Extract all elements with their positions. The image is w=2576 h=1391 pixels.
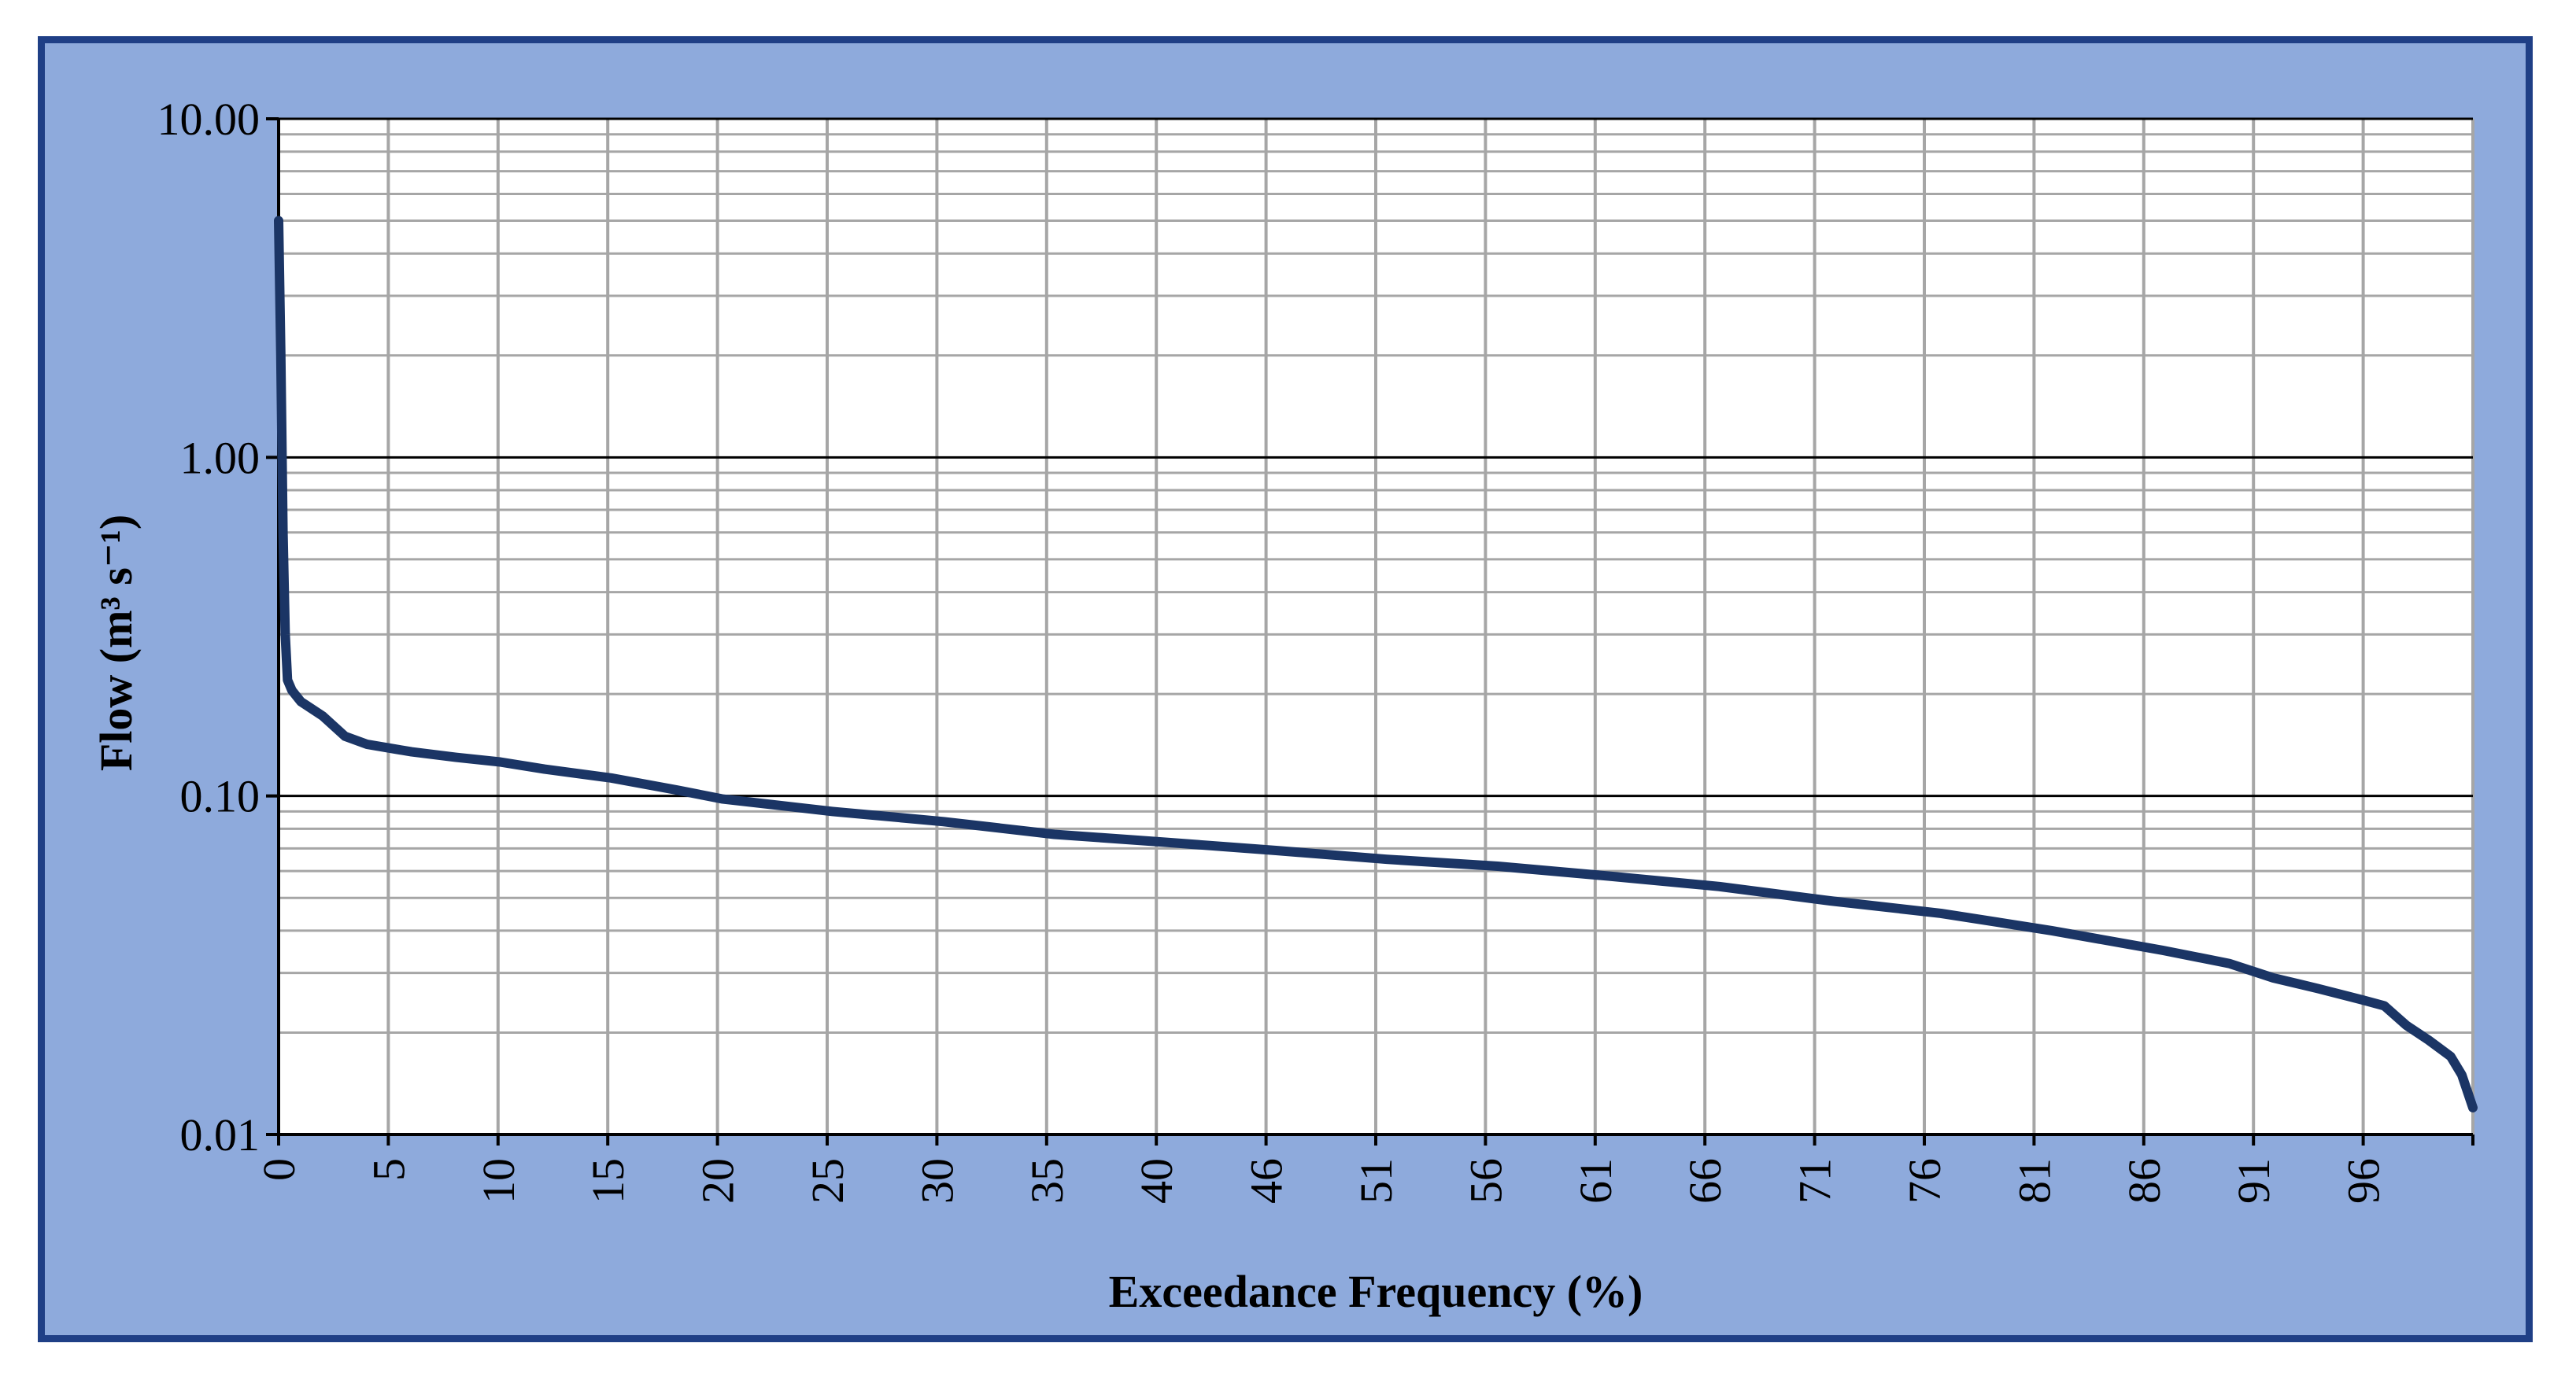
x-tick-label: 91 <box>2228 1158 2279 1204</box>
y-tick-label: 1.00 <box>180 432 261 483</box>
x-tick-label: 66 <box>1680 1158 1731 1204</box>
x-tick-label: 71 <box>1790 1158 1841 1204</box>
x-axis-title: Exceedance Frequency (%) <box>1109 1266 1643 1317</box>
x-tick-label: 35 <box>1022 1158 1073 1204</box>
x-tick-label: 61 <box>1570 1158 1621 1204</box>
gridlines-x <box>386 119 2474 1135</box>
y-tick-labels: 10.00 1.00 0.10 0.01 <box>157 94 261 1160</box>
x-tick-label: 96 <box>2338 1158 2389 1204</box>
flow-duration-chart: 10.00 1.00 0.10 0.01 0 5 10 15 20 25 30 35 40 46 51 56… <box>91 94 2478 1317</box>
x-tick-labels: 0 5 10 15 20 25 30 35 40 46 51 56 61 66 71 76 81 86 91 96 <box>253 1158 2389 1204</box>
x-tick-label: 30 <box>911 1158 963 1204</box>
flow-duration-curve <box>274 216 2478 1112</box>
x-tick-label: 15 <box>582 1158 634 1204</box>
x-tick-label: 76 <box>1899 1158 1950 1204</box>
x-tick-label: 5 <box>363 1158 414 1181</box>
chart-frame: 10.00 1.00 0.10 0.01 0 5 10 15 20 25 30 35 40 46 51 56… <box>38 36 2533 1342</box>
y-tick-label: 0.10 <box>180 771 261 822</box>
x-tick-label: 20 <box>693 1158 744 1204</box>
y-axis-title: Flow (m³ s⁻¹) <box>91 515 142 771</box>
x-tick-label: 86 <box>2119 1158 2170 1204</box>
x-tick-label: 51 <box>1351 1158 1402 1204</box>
x-tick-label: 10 <box>473 1158 524 1204</box>
x-tick-label: 0 <box>253 1158 305 1181</box>
y-tick-label: 0.01 <box>180 1109 261 1160</box>
x-tick-label: 46 <box>1241 1158 1292 1204</box>
x-tick-label: 40 <box>1131 1158 1182 1204</box>
series-layer <box>274 216 2478 1112</box>
x-tick-label: 25 <box>802 1158 853 1204</box>
x-tick-label: 56 <box>1460 1158 1511 1204</box>
x-tick-label: 81 <box>2009 1158 2060 1204</box>
y-tick-label: 10.00 <box>157 94 261 145</box>
